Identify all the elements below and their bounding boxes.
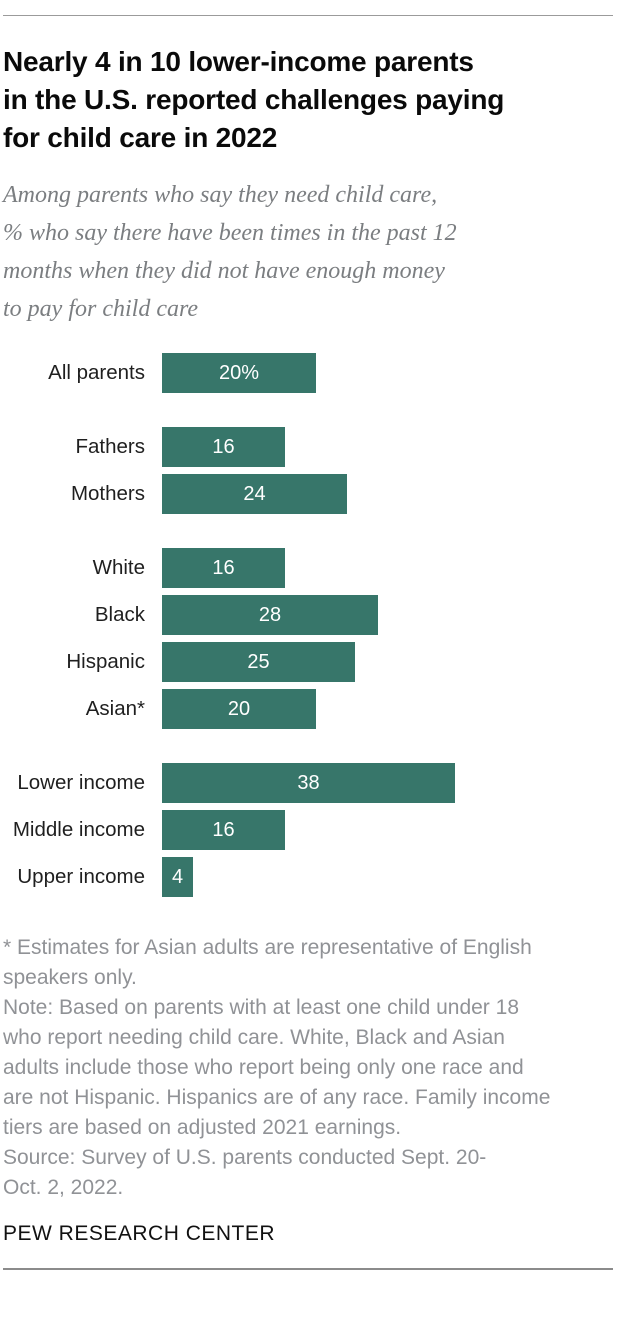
top-divider (3, 15, 613, 16)
bar: 20% (162, 353, 316, 393)
bar-value-label: 16 (212, 818, 235, 841)
page-title: Nearly 4 in 10 lower-income parents in t… (3, 46, 505, 153)
bar-value-label: 28 (258, 603, 282, 626)
bar-group: Fathers 16 Mothers 24 (3, 427, 613, 514)
bar: 25 (162, 642, 355, 682)
bar-row: White 16 (3, 548, 613, 588)
category-label: Lower income (17, 771, 145, 794)
bar-row: Mothers 24 (3, 474, 613, 514)
bar-value-label: 20% (218, 361, 260, 384)
bar: 4 (162, 857, 193, 897)
chart-notes: * Estimates for Asian adults are represe… (3, 933, 613, 1203)
bar: 28 (162, 595, 378, 635)
methodology-note: Note: Based on parents with at least one… (3, 996, 551, 1139)
bar-row: Fathers 16 (3, 427, 613, 467)
bar-row: All parents 20% (3, 353, 613, 393)
category-label: Fathers (75, 435, 146, 458)
bar-chart: All parents 20% Fathers 16 Mothers 24 White 16 B… (3, 353, 613, 897)
bar: 16 (162, 548, 285, 588)
bar-value-label: 20 (227, 697, 251, 720)
bar: 24 (162, 474, 347, 514)
chart-subtitle: Among parents who say they need child ca… (3, 182, 457, 322)
bar-group: Lower income 38 Middle income 16 Upper incom… (3, 763, 613, 897)
category-label: Middle income (12, 818, 145, 841)
category-label: Upper income (17, 865, 145, 888)
bottom-divider (3, 1268, 613, 1270)
bar-row: Middle income 16 (3, 810, 613, 850)
bar-row: Asian* 20 (3, 689, 613, 729)
bar-row: Upper income 4 (3, 857, 613, 897)
bar: 20 (162, 689, 316, 729)
page: Nearly 4 in 10 lower-income parents in t… (0, 15, 620, 1319)
bar-row: Hispanic 25 (3, 642, 613, 682)
bar-value-label: 16 (212, 435, 235, 458)
bar-value-label: 16 (212, 556, 235, 579)
category-label: White (92, 556, 145, 579)
bar-value-label: 25 (247, 650, 270, 673)
bar-group: All parents 20% (3, 353, 613, 393)
bar-row: Lower income 38 (3, 763, 613, 803)
bar-value-label: 4 (171, 865, 184, 888)
source-note: Source: Survey of U.S. parents conducted… (3, 1146, 487, 1199)
brand-wordmark: PEW RESEARCH CENTER (3, 1222, 276, 1245)
bar-value-label: 24 (243, 482, 266, 505)
category-label: Asian* (85, 697, 145, 720)
category-label: Mothers (70, 482, 145, 505)
asterisk-note: * Estimates for Asian adults are represe… (3, 936, 532, 989)
category-label: All parents (48, 361, 145, 384)
bar: 38 (162, 763, 455, 803)
bar: 16 (162, 427, 285, 467)
category-label: Black (94, 603, 145, 626)
bar-row: Black 28 (3, 595, 613, 635)
category-label: Hispanic (66, 650, 145, 673)
bar-group: White 16 Black 28 Hispanic 25 Asian* 20 (3, 548, 613, 729)
bar-value-label: 38 (297, 771, 320, 794)
bar: 16 (162, 810, 285, 850)
